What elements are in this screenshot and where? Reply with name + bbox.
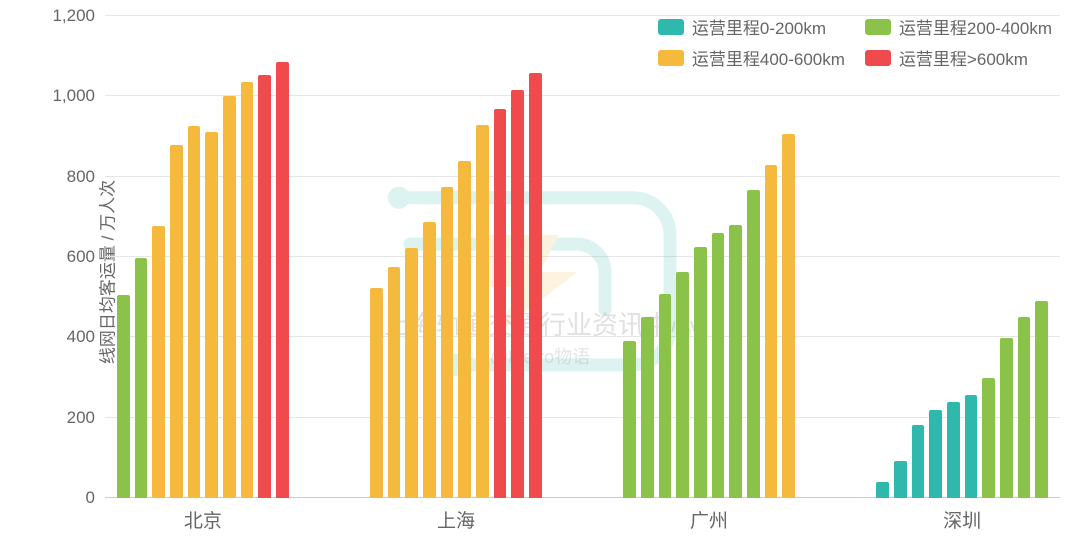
bar [982,378,995,499]
bar [694,247,707,498]
bar [965,395,978,498]
legend-item: 运营里程200-400km [865,14,1052,39]
legend-item: 运营里程400-600km [658,45,845,70]
legend-item: 运营里程0-200km [658,14,845,39]
bar [511,90,524,498]
bar [712,233,725,498]
bar [423,222,436,498]
y-tick-label: 800 [67,167,105,187]
legend-label: 运营里程400-600km [692,45,845,70]
bar [1035,301,1048,498]
bar [747,190,760,498]
ridership-bar-chart: 上海轨道交通行业资讯中心 @Metro物语 线网日均客运量 / 万人次 运营里程… [0,0,1080,544]
legend-label: 运营里程>600km [899,45,1028,70]
bar [135,258,148,498]
bar [1018,317,1031,498]
x-group-label: 深圳 [943,498,981,533]
plot-area: 02004006008001,0001,200北京上海广州深圳 [105,16,1060,498]
bar [782,134,795,498]
legend-swatch [865,50,891,66]
legend-label: 运营里程200-400km [899,14,1052,39]
bar [276,62,289,498]
bar [623,341,636,498]
bar [405,248,418,498]
legend: 运营里程0-200km 运营里程200-400km 运营里程400-600km 运营里… [658,14,1052,70]
bar [1000,338,1013,498]
legend-item: 运营里程>600km [865,45,1052,70]
bar [152,226,165,498]
bar [441,187,454,498]
bars-layer [105,16,1060,498]
x-group-label: 上海 [437,498,475,533]
bar [912,425,925,498]
legend-swatch [658,19,684,35]
legend-swatch [658,50,684,66]
bar [170,145,183,498]
bar [476,125,489,498]
bar [241,82,254,498]
bar [188,126,201,498]
bar [205,132,218,498]
legend-swatch [865,19,891,35]
bar [458,161,471,498]
bar [494,109,507,498]
legend-label: 运营里程0-200km [692,14,826,39]
y-tick-label: 200 [67,408,105,428]
x-group-label: 广州 [690,498,728,533]
y-tick-label: 0 [86,488,105,508]
bar [876,482,889,498]
y-tick-label: 400 [67,327,105,347]
y-tick-label: 600 [67,247,105,267]
bar [641,317,654,498]
bar [765,165,778,498]
bar [223,96,236,498]
bar [894,461,907,498]
bar [947,402,960,498]
y-tick-label: 1,200 [52,6,105,26]
bar [676,272,689,498]
bar [370,288,383,498]
bar [117,295,130,498]
x-group-label: 北京 [184,498,222,533]
bar [529,73,542,498]
bar [258,75,271,498]
bar [929,410,942,498]
y-tick-label: 1,000 [52,86,105,106]
bar [659,294,672,498]
bar [729,225,742,498]
bar [388,267,401,498]
